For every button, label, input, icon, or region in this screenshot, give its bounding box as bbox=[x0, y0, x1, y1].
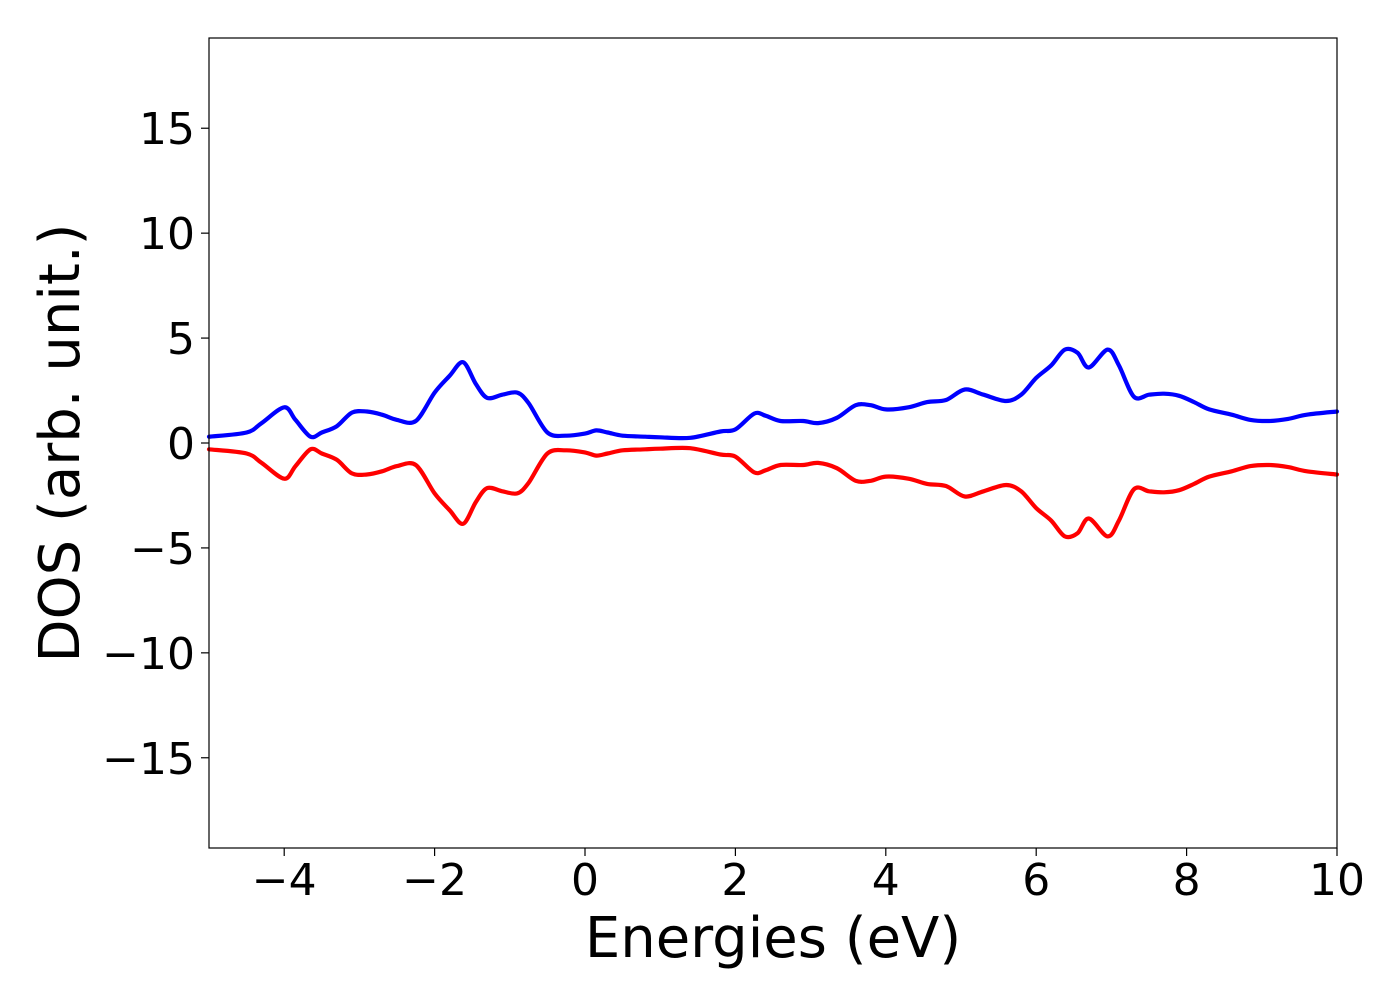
x-tick-label: 2 bbox=[721, 855, 749, 906]
plot-background bbox=[209, 38, 1337, 848]
x-tick-label: −4 bbox=[252, 855, 317, 906]
y-tick-label: 0 bbox=[167, 419, 195, 470]
series-layer bbox=[206, 346, 1340, 540]
y-axis-label: DOS (arb. unit.) bbox=[28, 223, 93, 662]
y-tick-label: 15 bbox=[139, 104, 195, 155]
y-tick-label: −10 bbox=[102, 629, 195, 680]
x-tick-label: −2 bbox=[402, 855, 467, 906]
y-axis-ticks: 15 10 5 0 −5 −10 −15 bbox=[102, 104, 209, 785]
x-tick-label: 0 bbox=[571, 855, 599, 906]
x-axis-ticks: −4 −2 0 2 4 6 8 10 bbox=[252, 848, 1365, 906]
x-axis-label: Energies (eV) bbox=[585, 906, 961, 971]
y-tick-label: −5 bbox=[130, 524, 195, 575]
spin-down-dos-line bbox=[206, 445, 1340, 540]
spin-up-dos-line bbox=[206, 346, 1340, 441]
x-tick-label: 10 bbox=[1309, 855, 1365, 906]
x-tick-label: 4 bbox=[872, 855, 900, 906]
y-tick-label: −15 bbox=[102, 734, 195, 785]
y-tick-label: 10 bbox=[139, 209, 195, 260]
x-tick-label: 8 bbox=[1173, 855, 1201, 906]
y-tick-label: 5 bbox=[167, 314, 195, 365]
x-tick-label: 6 bbox=[1022, 855, 1050, 906]
